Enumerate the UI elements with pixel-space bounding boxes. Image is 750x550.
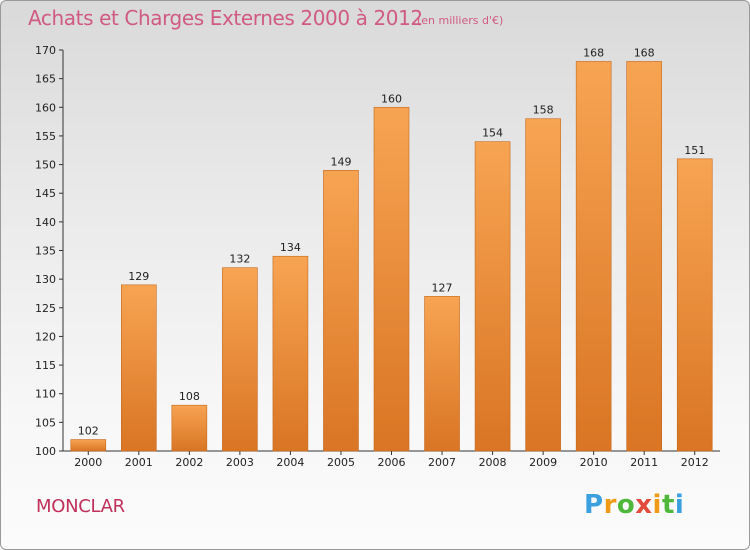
y-tick-label: 125 bbox=[35, 302, 56, 315]
x-tick-label: 2006 bbox=[378, 456, 406, 469]
chart-subtitle: (en milliers d'€) bbox=[417, 14, 504, 27]
x-tick-label: 2009 bbox=[529, 456, 557, 469]
y-tick-label: 145 bbox=[35, 187, 56, 200]
x-tick-label: 2002 bbox=[175, 456, 203, 469]
x-tick-label: 2012 bbox=[681, 456, 709, 469]
x-tick-label: 2008 bbox=[479, 456, 507, 469]
bar bbox=[323, 170, 359, 452]
value-label: 158 bbox=[533, 104, 554, 117]
y-tick-label: 160 bbox=[35, 101, 56, 114]
bar bbox=[474, 141, 511, 452]
bar bbox=[373, 106, 410, 452]
value-label: 149 bbox=[330, 155, 351, 168]
value-label: 151 bbox=[684, 144, 705, 157]
bar bbox=[222, 267, 258, 452]
value-label: 127 bbox=[432, 281, 453, 294]
bar bbox=[171, 404, 208, 452]
x-tick-label: 2001 bbox=[125, 456, 153, 469]
value-label: 108 bbox=[179, 390, 200, 403]
value-label: 132 bbox=[229, 253, 250, 266]
bar bbox=[424, 296, 460, 452]
x-tick-label: 2005 bbox=[327, 456, 355, 469]
x-tick-label: 2007 bbox=[428, 456, 456, 469]
y-tick-label: 170 bbox=[35, 44, 56, 57]
y-tick-label: 120 bbox=[35, 330, 56, 343]
value-label: 102 bbox=[78, 425, 99, 438]
value-label: 154 bbox=[482, 127, 503, 140]
x-tick-label: 2011 bbox=[630, 456, 658, 469]
y-tick-label: 105 bbox=[35, 416, 56, 429]
value-label: 168 bbox=[634, 46, 655, 59]
x-tick-label: 2003 bbox=[226, 456, 254, 469]
y-tick-label: 110 bbox=[35, 388, 56, 401]
y-tick-label: 155 bbox=[35, 130, 56, 143]
value-label: 168 bbox=[583, 46, 604, 59]
bar bbox=[676, 158, 713, 452]
bar bbox=[70, 439, 107, 452]
x-tick-label: 2004 bbox=[276, 456, 304, 469]
y-tick-label: 135 bbox=[35, 245, 56, 258]
x-tick-label: 2010 bbox=[580, 456, 608, 469]
value-label: 134 bbox=[280, 241, 301, 254]
bar bbox=[525, 118, 561, 452]
chart-title: Achats et Charges Externes 2000 à 2012 bbox=[28, 6, 423, 30]
value-label: 129 bbox=[128, 270, 149, 283]
proxiti-logo[interactable]: Proxiti bbox=[584, 490, 685, 520]
y-tick-label: 140 bbox=[35, 216, 56, 229]
y-tick-label: 150 bbox=[35, 159, 56, 172]
y-tick-label: 130 bbox=[35, 273, 56, 286]
bar bbox=[626, 61, 662, 452]
bars-group bbox=[70, 61, 713, 452]
commune-name: MONCLAR bbox=[36, 496, 125, 517]
y-tick-label: 115 bbox=[35, 359, 56, 372]
y-tick-label: 165 bbox=[35, 73, 56, 86]
bar bbox=[121, 284, 157, 452]
value-labels-group: 102 129 108 132 134 149 160 127 154 158 168 168 151 bbox=[78, 46, 705, 437]
x-tick-label: 2000 bbox=[74, 456, 102, 469]
bar bbox=[575, 61, 612, 452]
y-tick-label: 100 bbox=[35, 445, 56, 458]
bar bbox=[272, 255, 309, 452]
value-label: 160 bbox=[381, 92, 402, 105]
